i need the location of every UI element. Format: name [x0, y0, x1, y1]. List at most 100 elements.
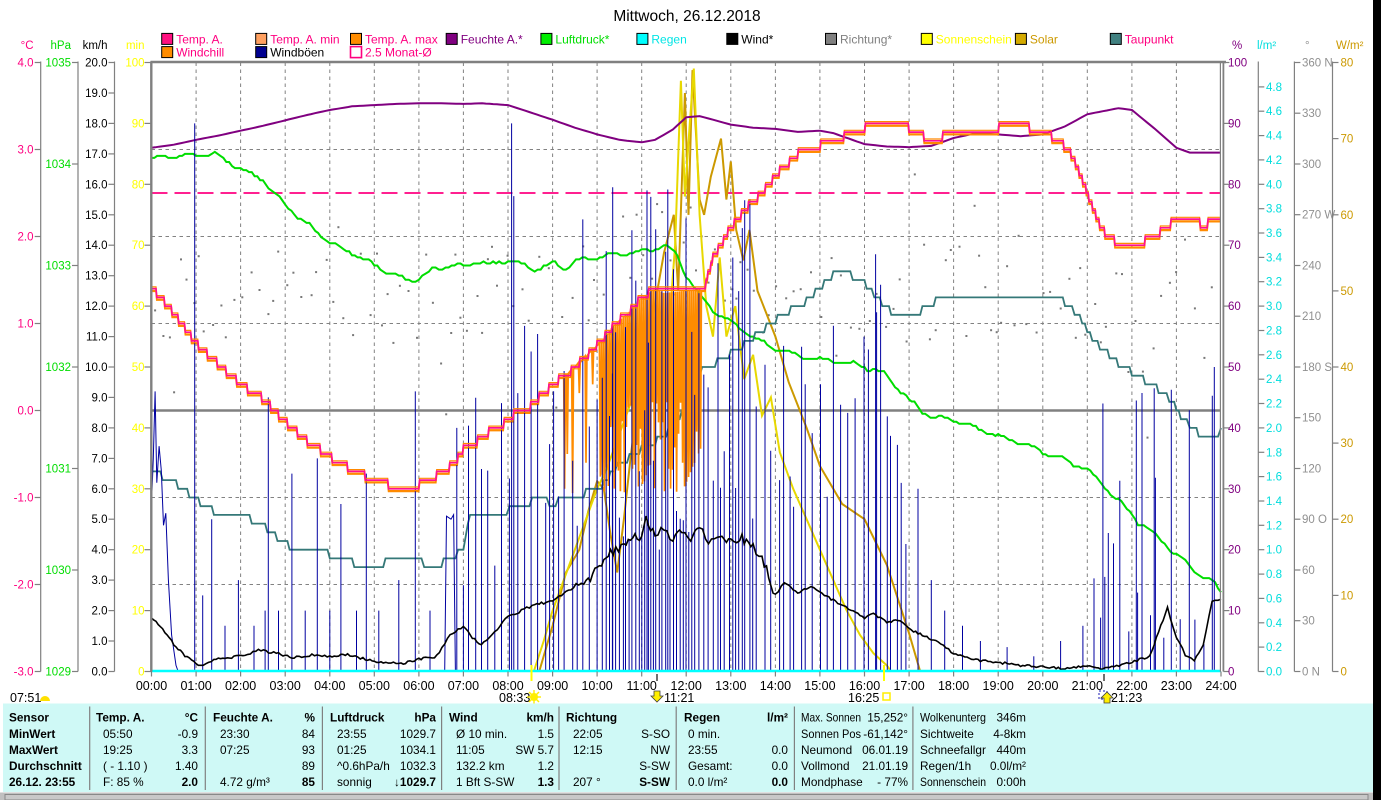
svg-text:Windchill: Windchill — [176, 46, 224, 60]
svg-text:°: ° — [1305, 40, 1310, 52]
svg-text:°C: °C — [185, 711, 199, 725]
svg-text:01:25: 01:25 — [337, 743, 367, 757]
svg-text:1.6: 1.6 — [1266, 472, 1282, 484]
svg-text:0.0: 0.0 — [92, 667, 108, 679]
svg-text:330: 330 — [1302, 108, 1321, 120]
svg-text:80: 80 — [1341, 58, 1354, 70]
svg-text:NW: NW — [650, 743, 671, 757]
svg-text:1.2: 1.2 — [1266, 520, 1282, 532]
svg-text:04:00: 04:00 — [314, 679, 345, 693]
svg-text:0.0: 0.0 — [772, 775, 789, 789]
svg-text:85: 85 — [302, 775, 316, 789]
svg-text:1.3: 1.3 — [538, 775, 555, 789]
svg-text:100: 100 — [125, 58, 144, 70]
svg-text:60: 60 — [1228, 301, 1241, 313]
svg-text:0.0: 0.0 — [1266, 667, 1282, 679]
svg-text:0.0l/m²: 0.0l/m² — [990, 759, 1026, 773]
svg-text:2.0: 2.0 — [92, 606, 108, 618]
svg-text:2.5 Monat-Ø: 2.5 Monat-Ø — [365, 46, 432, 60]
svg-text:1.0: 1.0 — [92, 636, 108, 648]
svg-text:90: 90 — [132, 118, 145, 130]
svg-text:0.0: 0.0 — [772, 743, 789, 757]
svg-text:15,252°: 15,252° — [867, 711, 908, 725]
svg-text:10: 10 — [132, 606, 145, 618]
svg-text:Wolkenunterg: Wolkenunterg — [920, 711, 986, 725]
svg-text:06:00: 06:00 — [403, 679, 434, 693]
svg-text:2.2: 2.2 — [1266, 399, 1282, 411]
svg-text:Mittwoch, 26.12.2018: Mittwoch, 26.12.2018 — [613, 8, 760, 25]
svg-text:4-8km: 4-8km — [993, 727, 1026, 741]
svg-text:26.12. 23:55: 26.12. 23:55 — [9, 775, 76, 789]
svg-text:km/h: km/h — [83, 40, 108, 52]
svg-text:1034: 1034 — [45, 159, 71, 171]
svg-text:1 Bft S-SW: 1 Bft S-SW — [456, 775, 515, 789]
svg-text:13.0: 13.0 — [85, 271, 107, 283]
svg-text:°C: °C — [21, 40, 34, 52]
svg-text:Sonnenschein: Sonnenschein — [936, 32, 1012, 46]
svg-text:16:25: 16:25 — [848, 691, 879, 705]
svg-text:4.0: 4.0 — [1266, 179, 1282, 191]
svg-text:207 °: 207 ° — [573, 775, 601, 789]
svg-text:Vollmond: Vollmond — [801, 759, 850, 773]
svg-text:13:00: 13:00 — [715, 679, 746, 693]
svg-text:km/h: km/h — [526, 711, 554, 725]
svg-text:40: 40 — [132, 423, 145, 435]
svg-text:0.4: 0.4 — [1266, 618, 1283, 630]
svg-text:132.2 km: 132.2 km — [456, 759, 505, 773]
svg-text:23:55: 23:55 — [337, 727, 367, 741]
svg-text:440m: 440m — [996, 743, 1026, 757]
svg-text:05:00: 05:00 — [359, 679, 390, 693]
svg-text:0 N: 0 N — [1302, 667, 1320, 679]
svg-text:08:33: 08:33 — [499, 691, 530, 705]
svg-text:21:00: 21:00 — [1072, 679, 1103, 693]
svg-text:346m: 346m — [996, 711, 1026, 725]
svg-text:-1.0: -1.0 — [14, 493, 34, 505]
svg-text:0.0: 0.0 — [772, 759, 789, 773]
svg-text:1035: 1035 — [45, 58, 71, 70]
svg-text:0.6: 0.6 — [1266, 593, 1282, 605]
svg-text:09:00: 09:00 — [537, 679, 568, 693]
svg-text:Sonnenschein: Sonnenschein — [920, 775, 986, 789]
svg-text:4.72 g/m³: 4.72 g/m³ — [220, 775, 270, 789]
svg-text:1030: 1030 — [45, 565, 71, 577]
svg-text:6.0: 6.0 — [92, 484, 108, 496]
svg-text:W/m²: W/m² — [1336, 40, 1364, 52]
svg-text:Schneefallgr: Schneefallgr — [920, 743, 986, 757]
svg-text:Temp. A.: Temp. A. — [176, 32, 223, 46]
svg-text:2.8: 2.8 — [1266, 326, 1282, 338]
svg-text:40: 40 — [1228, 423, 1241, 435]
svg-text:-2.0: -2.0 — [14, 580, 34, 592]
svg-text:15:00: 15:00 — [804, 679, 835, 693]
svg-text:02:00: 02:00 — [225, 679, 256, 693]
svg-text:20: 20 — [132, 545, 145, 557]
svg-text:3.3: 3.3 — [182, 743, 199, 757]
svg-text:12.0: 12.0 — [85, 301, 107, 313]
svg-text:Sonnen Pos: Sonnen Pos — [801, 727, 861, 741]
svg-text:2.0: 2.0 — [1266, 423, 1282, 435]
svg-text:hPa: hPa — [51, 40, 72, 52]
svg-text:Sensor: Sensor — [9, 711, 49, 725]
svg-text:21:23: 21:23 — [1111, 691, 1142, 705]
svg-text:4.8: 4.8 — [1266, 82, 1282, 94]
svg-text:84: 84 — [302, 727, 316, 741]
svg-text:-3.0: -3.0 — [14, 667, 34, 679]
svg-text:90: 90 — [1228, 118, 1241, 130]
svg-text:4.4: 4.4 — [1266, 131, 1283, 143]
svg-text:2.0: 2.0 — [18, 232, 34, 244]
svg-text:210: 210 — [1302, 311, 1321, 323]
svg-text:S-SW: S-SW — [639, 775, 671, 789]
svg-text:11:05: 11:05 — [456, 743, 485, 757]
svg-text:Luftdruck*: Luftdruck* — [555, 32, 609, 46]
svg-text:14.0: 14.0 — [85, 240, 107, 252]
svg-text:07:00: 07:00 — [448, 679, 479, 693]
svg-text:20:00: 20:00 — [1027, 679, 1058, 693]
svg-text:2.0: 2.0 — [182, 775, 199, 789]
svg-text:Gesamt:: Gesamt: — [688, 759, 733, 773]
svg-text:4.0: 4.0 — [18, 58, 34, 70]
svg-text:06.01.19: 06.01.19 — [862, 743, 908, 757]
svg-text:16:00: 16:00 — [849, 679, 880, 693]
svg-text:l/m²: l/m² — [1257, 40, 1276, 52]
svg-text:70: 70 — [1341, 134, 1354, 146]
svg-text:23:55: 23:55 — [688, 743, 718, 757]
svg-text:Taupunkt: Taupunkt — [1125, 32, 1174, 46]
